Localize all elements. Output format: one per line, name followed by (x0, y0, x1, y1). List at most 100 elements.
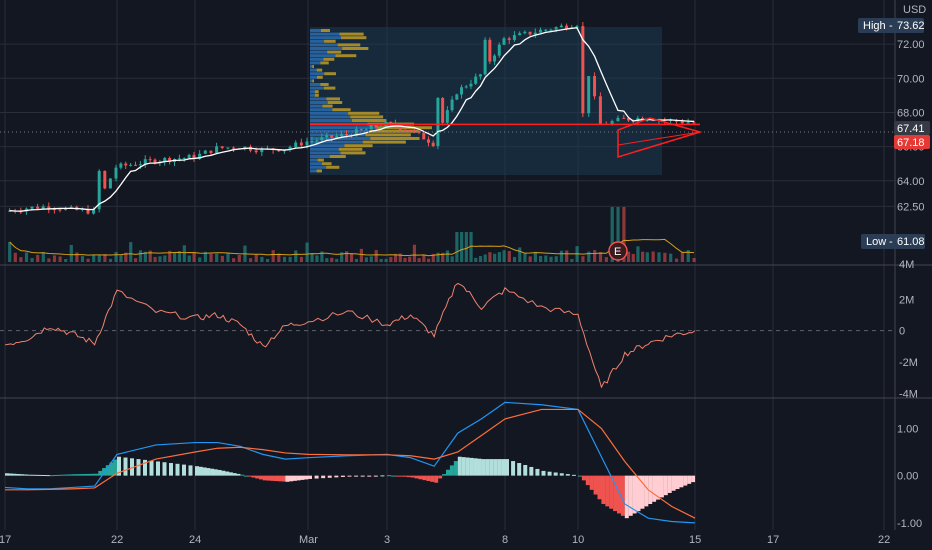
candle-body (460, 87, 464, 95)
macd-histogram-bar (511, 461, 516, 476)
time-axis-label: 22 (111, 534, 123, 546)
candle-body (58, 209, 62, 211)
macd-histogram-bar (123, 457, 128, 476)
macd-histogram-bar (461, 457, 466, 476)
volume-bar (30, 258, 34, 262)
volume-bar (570, 258, 574, 262)
macd-histogram-bar (380, 475, 385, 477)
macd-histogram-bar (489, 459, 494, 476)
volume-profile-down-row (314, 93, 319, 97)
time-axis[interactable]: 17 22 24 Mar 3 8 10 15 17 22 (0, 534, 890, 546)
volume-profile-up-row (310, 165, 327, 169)
macd-histogram-bar (675, 475, 680, 490)
volume-profile-down-row (335, 54, 357, 58)
volume-bar (64, 258, 68, 262)
earnings-marker[interactable]: E (608, 241, 628, 261)
macd-histogram-bar (656, 475, 660, 500)
macd-histogram-bar (438, 475, 443, 479)
candle-body (114, 167, 118, 179)
volume-bar (663, 252, 667, 262)
macd-histogram-bar (340, 475, 345, 477)
volume-profile-down-row (312, 79, 314, 83)
macd-histogram-bar (565, 474, 570, 476)
candle-body (335, 136, 339, 138)
macd-histogram-bar (457, 456, 462, 476)
candle-body (330, 135, 334, 138)
oscillator-axis-tick: -4M (899, 388, 918, 400)
candle-body (626, 118, 630, 121)
volume-profile-up-row (310, 133, 366, 137)
volume-profile-down-row (324, 72, 337, 76)
volume-profile-up-row (310, 169, 317, 173)
macd-histogram-bar (188, 465, 193, 476)
macd-histogram-bar (691, 475, 696, 483)
time-axis-label: 8 (502, 534, 508, 546)
macd-histogram-bar (571, 474, 576, 476)
macd-histogram-bar (274, 475, 279, 482)
volume-bar (674, 258, 679, 262)
candle-body (575, 26, 579, 28)
volume-bar (403, 257, 407, 262)
svg-text:-: - (889, 20, 893, 32)
volume-profile-down-row (320, 61, 329, 65)
pane-dividers[interactable] (0, 0, 932, 530)
macd-histogram-bar (266, 475, 271, 481)
macd-histogram-bar (300, 475, 305, 480)
candle-body (134, 164, 137, 166)
volume-bar (565, 250, 569, 262)
volume-profile-up-row (310, 151, 341, 155)
macd-histogram-bar (117, 456, 121, 476)
volume-bar (153, 256, 157, 262)
candle-body (103, 170, 107, 189)
candlesticks[interactable] (8, 22, 696, 215)
macd-histogram-bar (292, 475, 297, 481)
macd-histogram-bar (228, 472, 233, 476)
macd-histogram-bar (434, 475, 439, 483)
macd-histogram-bar (418, 475, 423, 480)
macd-histogram-bar (585, 475, 590, 486)
macd-histogram-bar (143, 459, 147, 476)
macd-histogram-bar (609, 475, 614, 509)
macd-histogram-bar (410, 475, 415, 478)
macd-histogram-bar (453, 461, 458, 476)
candle-body (533, 32, 537, 35)
volume-bar (119, 255, 123, 262)
macd-histogram-bar (42, 475, 47, 477)
volume-bar (686, 250, 690, 262)
volume-bar (657, 252, 661, 262)
macd-histogram-bar (57, 474, 62, 476)
volume-bar (80, 256, 85, 262)
macd-histogram-bar (182, 464, 186, 476)
last-price-tag: 67.41 (894, 121, 930, 135)
candle-body (168, 158, 172, 162)
volume-profile-down-row (342, 47, 369, 50)
volume-profile-down-row (317, 75, 323, 79)
volume-bar (412, 244, 417, 262)
macd-histogram-bar (465, 457, 470, 476)
macd-histogram-bar (31, 474, 36, 476)
candle-body (645, 119, 649, 121)
macd-histogram-bar (360, 475, 365, 477)
macd-histogram-bar (373, 475, 378, 477)
candle-body (19, 211, 23, 213)
macd-histogram-bar (87, 473, 92, 476)
macd-histogram-bar (308, 475, 312, 479)
candle-body (622, 117, 626, 119)
volume-profile-up-row (310, 47, 343, 50)
macd-histogram-bar (75, 474, 80, 476)
volume-profile-up-row (310, 90, 315, 94)
macd-histogram-bar (422, 475, 427, 481)
volume-bar (177, 251, 182, 262)
volume-profile-down-row (316, 169, 322, 173)
volume-bar (554, 256, 558, 262)
volume-bar (299, 256, 304, 262)
candle-body (92, 209, 96, 214)
macd-histogram-bar (442, 474, 447, 476)
macd-histogram-bar (16, 473, 21, 476)
candle-body (554, 27, 558, 30)
volume-bar (497, 252, 501, 262)
macd-histogram-bar (687, 475, 692, 484)
volume-bar (173, 252, 177, 262)
